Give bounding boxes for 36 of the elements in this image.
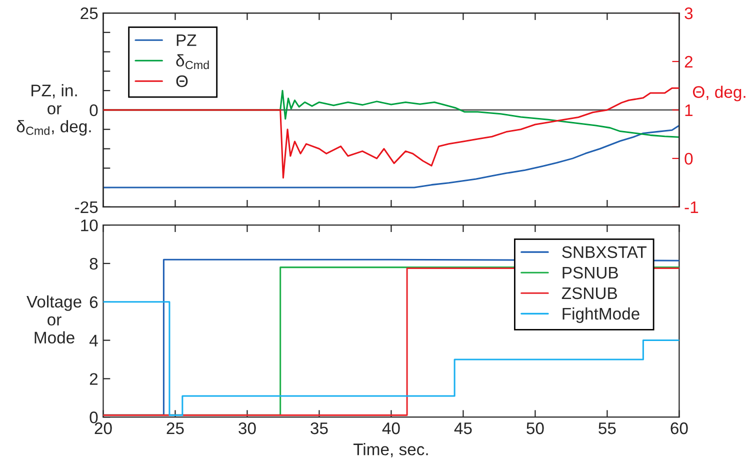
x-tick-label: 55 [598,422,616,434]
x-tick-label: 40 [382,422,400,434]
x-tick-label: 60 [670,422,688,434]
y-tick-label: 4 [89,334,98,346]
legend-label: ZSNUB [562,287,617,300]
x-axis-title: Time, sec. [353,443,428,458]
y-tick-label: 6 [90,296,98,308]
line-series [103,87,680,179]
y-tick-label: 25 [80,7,98,20]
x-tick-label: 45 [454,422,472,434]
y2-tick-label: 1 [685,104,692,116]
y2-tick-label: -1 [684,202,698,213]
x-tick-label: 20 [94,422,112,434]
y-tick-label: 0 [90,412,98,424]
text: PZ, in. or δ$_{Cmd}$, deg. [16,84,91,136]
legend-label: PZ [176,34,196,46]
y-tick-label: 2 [90,373,98,385]
legend-label: PSNUB [562,266,618,279]
line-series [103,124,680,188]
legend-label: Θ [176,75,188,88]
y2-tick-label: 2 [684,56,692,68]
x-tick-label: 25 [166,422,184,434]
y2-axis-title: Θ, deg. [692,86,746,102]
y2-tick-label: 3 [684,7,693,20]
y-tick-label: 10 [81,219,98,232]
y-tick-label: 0 [90,104,98,116]
x-tick-label: 50 [526,422,544,434]
x-tick-label: 30 [238,422,256,434]
legend-label: SNBXSTAT [562,246,647,258]
y-tick-label: -25 [75,201,98,214]
legend-label: δ$_{Cmd}$ [176,54,209,70]
legend-label: FightMode [562,307,640,323]
y2-tick-label: 0 [684,152,693,165]
y-tick-label: 8 [90,258,98,270]
y-axis-title: Voltage or Mode [26,295,82,344]
x-tick-label: 35 [310,422,328,434]
